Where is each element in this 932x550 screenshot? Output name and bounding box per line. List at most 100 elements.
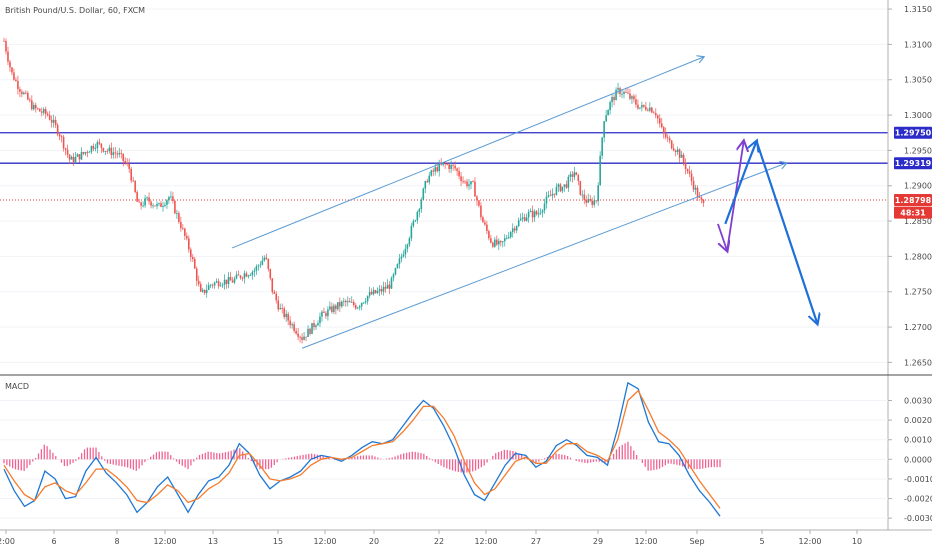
candle-body xyxy=(470,181,472,185)
candle-body xyxy=(227,276,230,284)
candle-body xyxy=(408,238,411,245)
candle-body xyxy=(523,217,526,221)
candle-body xyxy=(617,88,619,90)
candle-body xyxy=(653,112,655,114)
candle-body xyxy=(108,147,111,152)
candle-body xyxy=(488,231,490,239)
candle-body xyxy=(34,104,37,109)
candle-body xyxy=(321,311,323,317)
candle-body xyxy=(156,203,158,207)
candle-body xyxy=(25,92,27,94)
candle-body xyxy=(609,102,611,111)
candle-body xyxy=(668,138,671,141)
candle-body xyxy=(58,134,61,137)
time-tick-label: 15 xyxy=(273,537,283,546)
macd-axis[interactable]: 0.0030 0.0020 0.0010 0.0000 -0.0010 -0.0020 -0… xyxy=(888,397,932,524)
candle-body xyxy=(472,181,474,183)
candle-body xyxy=(621,94,623,95)
candle-body xyxy=(623,91,625,95)
macd-tick-label: -0.0030 xyxy=(904,514,932,523)
candle-body xyxy=(613,97,615,101)
candle-body xyxy=(376,291,379,294)
candle-body xyxy=(249,275,252,276)
time-tick-label: 8 xyxy=(114,537,119,546)
candle-body xyxy=(494,239,496,247)
price-tick-label: 1.30000 xyxy=(904,111,932,120)
candle-body xyxy=(102,147,105,152)
candle-body xyxy=(452,164,454,166)
macd-tick-label: -0.0020 xyxy=(904,495,932,504)
candle-body xyxy=(54,119,57,125)
candle-body xyxy=(392,274,395,278)
candle-body xyxy=(569,174,572,177)
candle-body xyxy=(319,316,321,324)
candle-body xyxy=(118,153,121,155)
candle-body xyxy=(275,293,278,301)
candle-body xyxy=(217,281,220,287)
candle-body xyxy=(440,163,442,165)
candle-body xyxy=(428,175,431,183)
candle-body xyxy=(215,281,218,283)
candle-body xyxy=(680,154,683,158)
candle-body xyxy=(643,104,645,107)
candle-body xyxy=(94,147,97,149)
candle-body xyxy=(647,109,649,111)
candle-body xyxy=(551,193,554,196)
candle-body xyxy=(368,291,371,296)
candle-body xyxy=(519,218,522,221)
candle-body xyxy=(356,307,359,309)
candle-body xyxy=(88,151,91,153)
candle-body xyxy=(279,307,282,310)
candle-body xyxy=(354,305,357,309)
candle-body xyxy=(509,232,512,237)
candle-body xyxy=(273,291,276,294)
candle-body xyxy=(70,156,73,160)
candle-body xyxy=(339,302,341,307)
signal-line xyxy=(3,389,721,509)
candle-body xyxy=(172,196,174,202)
candle-body xyxy=(418,209,421,212)
candle-body xyxy=(92,146,95,149)
candle-body xyxy=(36,108,39,110)
candle-body xyxy=(637,104,639,109)
candle-body xyxy=(486,224,488,232)
candle-body xyxy=(219,285,222,287)
price-label-box xyxy=(894,206,932,219)
candle-body xyxy=(209,284,212,286)
candle-body xyxy=(366,295,369,302)
candle-body xyxy=(189,249,192,258)
candle-body xyxy=(287,313,289,321)
candle-body xyxy=(567,176,570,188)
price-tick-label: 1.29000 xyxy=(904,182,932,191)
candle-body xyxy=(466,181,468,187)
price-axis[interactable]: 1.31500 1.31000 1.30500 1.30000 1.29500 1.290… xyxy=(888,5,932,367)
candle-body xyxy=(313,323,315,328)
candle-body xyxy=(265,257,268,259)
price-plot-area[interactable] xyxy=(0,0,888,375)
candle-body xyxy=(235,274,238,279)
candles xyxy=(3,37,705,344)
candle-body xyxy=(468,184,470,187)
candle-body xyxy=(607,110,609,116)
time-tick-label: 2:00 xyxy=(0,537,15,546)
candle-body xyxy=(42,109,45,113)
price-tick-label: 1.27500 xyxy=(904,288,932,297)
candle-body xyxy=(500,240,502,243)
candle-body xyxy=(535,211,538,215)
candle-body xyxy=(404,248,407,255)
candle-body xyxy=(424,181,427,189)
candle-body xyxy=(80,152,83,160)
candle-body xyxy=(269,268,272,279)
candle-body xyxy=(199,284,202,292)
candle-body xyxy=(464,181,466,183)
candle-body xyxy=(191,257,194,260)
time-tick-label: 20 xyxy=(369,537,379,546)
candle-body xyxy=(587,198,590,203)
candle-body xyxy=(193,259,196,269)
candle-body xyxy=(696,187,699,198)
macd-tick-label: 0.0020 xyxy=(904,416,932,425)
candle-body xyxy=(327,309,329,317)
time-axis[interactable]: 2:00 6 8 12:00 13 15 12:00 20 22 12:00 27 29 12:00 Se… xyxy=(0,530,862,546)
candle-body xyxy=(303,336,305,340)
candle-body xyxy=(150,201,152,206)
